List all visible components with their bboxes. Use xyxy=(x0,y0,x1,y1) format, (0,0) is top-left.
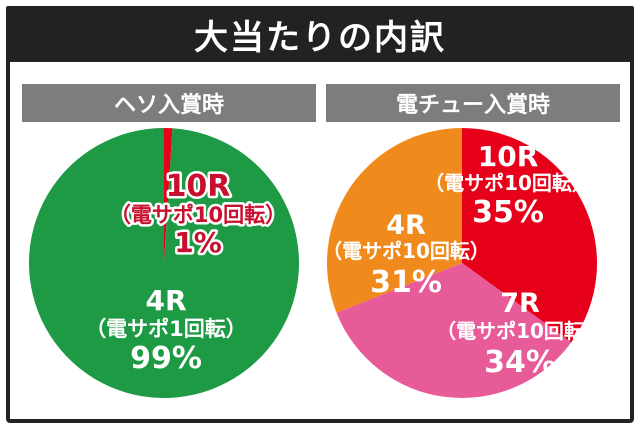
right-slice-label-4r: 4R （電サポ10回転） 31% xyxy=(322,210,490,300)
left-4r-percent: 99% xyxy=(130,341,202,376)
left-pie-title: ヘソ入賞時 xyxy=(113,93,224,118)
left-10r-percent: 1% xyxy=(174,226,222,259)
left-slice-4r xyxy=(28,128,299,399)
right-7r-support: （電サポ10回転） xyxy=(436,319,604,343)
right-slice-label-10r: 10R （電サポ10回転） 35% xyxy=(424,140,592,230)
left-slice-10r xyxy=(164,128,173,263)
right-10r-round: 10R xyxy=(478,140,539,173)
left-10r-round: 10R xyxy=(166,169,231,204)
left-4r-support: （電サポ1回転） xyxy=(85,317,247,341)
right-10r-support: （電サポ10回転） xyxy=(424,171,592,195)
right-10r-percent: 35% xyxy=(472,195,544,230)
right-slice-4r xyxy=(327,128,462,313)
left-pie-header: ヘソ入賞時 xyxy=(22,84,316,122)
right-7r-round: 7R xyxy=(500,288,540,319)
left-slice-label-10r: 10R （電サポ10回転） 1% xyxy=(107,167,288,262)
right-4r-percent: 31% xyxy=(370,265,442,300)
left-10r-support: （電サポ10回転） xyxy=(110,203,286,227)
right-pie xyxy=(327,128,597,398)
title-bar: 大当たりの内訳 xyxy=(6,6,634,62)
right-slice-7r xyxy=(336,263,572,398)
right-7r-percent: 34% xyxy=(484,345,556,380)
right-4r-round: 4R xyxy=(386,210,426,241)
left-pie xyxy=(28,128,299,399)
right-pie-title: 電チュー入賞時 xyxy=(395,93,550,118)
right-slice-10r xyxy=(462,128,597,343)
right-slice-label-7r: 7R （電サポ10回転） 34% xyxy=(436,288,604,380)
left-slice-label-4r: 4R （電サポ1回転） 99% xyxy=(85,284,247,376)
right-pie-header: 電チュー入賞時 xyxy=(326,84,620,122)
right-4r-support: （電サポ10回転） xyxy=(322,239,490,263)
left-4r-round: 4R xyxy=(145,284,186,317)
chart-title: 大当たりの内訳 xyxy=(194,17,446,58)
